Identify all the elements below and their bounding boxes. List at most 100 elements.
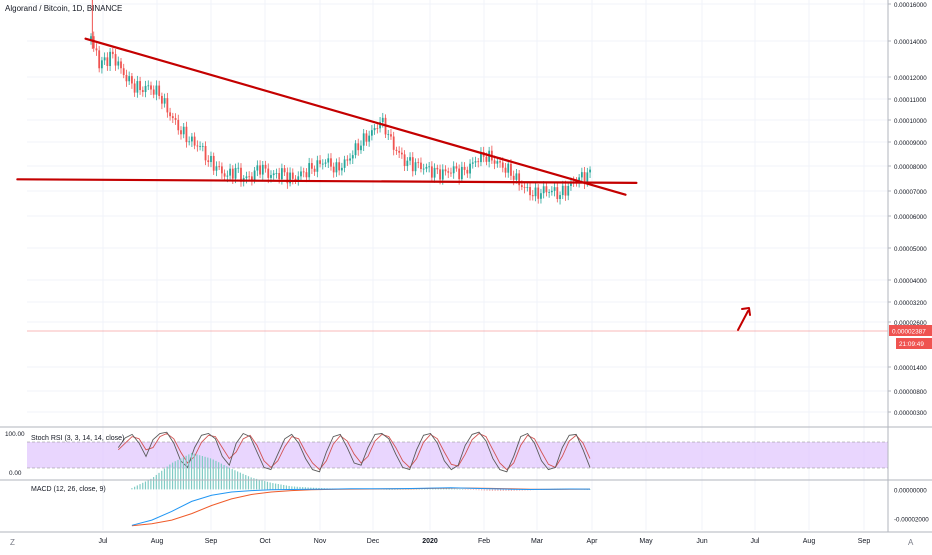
last-price-label: 0.00002387 (892, 329, 926, 336)
candle-body (253, 170, 256, 180)
candle-body (515, 173, 518, 180)
candle-body (199, 146, 201, 147)
candle-body (131, 76, 133, 84)
candle-body (583, 172, 586, 184)
macd-histogram-bar (293, 486, 296, 490)
candle-body (351, 155, 354, 159)
price-tick-label: 0.00000800 (894, 389, 927, 396)
time-tick-label: May (639, 538, 653, 545)
macd-histogram-bar (518, 489, 521, 491)
candle-body (332, 166, 335, 173)
macd-histogram-bar (494, 489, 496, 491)
macd-histogram-bar (437, 488, 439, 490)
timezone-button[interactable]: Z (10, 538, 15, 547)
macd-histogram-bar (209, 458, 212, 490)
time-tick-label: Jun (696, 538, 707, 545)
candle-body (95, 48, 98, 51)
macd-histogram-bar (204, 456, 206, 490)
price-tick-label: 0.00002600 (894, 320, 927, 327)
candle-body (297, 176, 300, 181)
candle-body (174, 118, 177, 120)
candle-body (128, 76, 131, 82)
macd-histogram-bar (264, 481, 266, 490)
candle-body (504, 167, 507, 173)
candle-body (392, 136, 395, 150)
macd-histogram-bar (199, 455, 201, 490)
candle-body (220, 166, 223, 174)
candle-body (302, 171, 305, 173)
macd-histogram-bar (155, 474, 157, 490)
candle-body (313, 168, 316, 172)
candle-body (357, 143, 360, 151)
candle-body (439, 169, 441, 180)
macd-histogram-bar (467, 489, 469, 490)
time-tick-label: Sep (858, 538, 871, 545)
candle-body (493, 160, 496, 164)
macd-pane[interactable]: MACD (12, 26, close, 9) 0.00000000 -0.0000… (31, 452, 929, 527)
macd-histogram-bar (464, 489, 466, 490)
candle-body (376, 128, 379, 129)
candle-body (229, 168, 231, 176)
candle-body (460, 166, 463, 180)
price-tick-label: 0.00010000 (894, 118, 927, 125)
auto-scale-button[interactable]: A (908, 538, 914, 547)
time-tick-label: Feb (478, 538, 490, 545)
macd-histogram-bar (304, 487, 307, 490)
candle-body (466, 169, 469, 174)
trendlines[interactable] (16, 37, 888, 332)
macd-histogram-bar (299, 486, 301, 490)
macd-histogram-bar (291, 486, 293, 490)
candle-body (245, 176, 248, 179)
candle-body (409, 157, 411, 161)
macd-histogram-bar (483, 489, 485, 491)
candle-body (485, 156, 488, 162)
macd-histogram-bar (144, 481, 147, 490)
candle-body (548, 192, 551, 193)
macd-histogram-bar (193, 453, 195, 490)
stoch-rsi-pane[interactable]: Stoch RSI (3, 3, 14, 14, close) 100.00 0.0… (5, 431, 888, 477)
candle-body (586, 172, 589, 184)
time-tick-label: Jul (751, 538, 760, 545)
candle-body (305, 172, 308, 178)
macd-histogram-bar (448, 488, 450, 490)
macd-histogram-bar (508, 489, 510, 491)
macd-histogram-bar (190, 452, 193, 490)
macd-histogram-bar (475, 489, 477, 491)
macd-histogram-bar (285, 485, 288, 490)
price-tick-label: 0.00005000 (894, 246, 927, 253)
candle-body (106, 57, 109, 67)
macd-histogram-bar (185, 455, 187, 490)
candle-body (458, 168, 461, 180)
candle-body (144, 85, 147, 93)
candle-body (207, 160, 210, 163)
candle-body (531, 195, 534, 197)
candle-body (117, 61, 120, 66)
candle-body (163, 98, 166, 104)
macd-histogram-bar (456, 488, 458, 490)
macd-signal-line (131, 487, 591, 527)
price-tick-label: 0.00014000 (894, 39, 927, 46)
candle-body (518, 173, 521, 186)
time-tick-label: Mar (531, 538, 544, 545)
candle-body (120, 61, 122, 69)
time-tick-label: Aug (151, 538, 164, 545)
candle-body (215, 166, 218, 171)
macd-histogram-bar (231, 469, 233, 490)
macd-histogram-bar (212, 459, 214, 490)
countdown-label: 21:09:49 (899, 341, 924, 348)
candle-body (360, 145, 362, 151)
candle-body (111, 51, 114, 55)
candle-body (398, 150, 401, 153)
candle-body (436, 167, 439, 170)
macd-histogram-bar (196, 454, 198, 490)
macd-histogram-bar (158, 472, 160, 490)
candle-body (395, 149, 398, 151)
candle-body (267, 168, 270, 178)
candle-body (512, 175, 515, 180)
up-arrow-annotation[interactable] (737, 307, 751, 331)
candle-body (264, 164, 267, 169)
candle-body (463, 166, 466, 170)
macd-histogram-bar (396, 489, 399, 490)
